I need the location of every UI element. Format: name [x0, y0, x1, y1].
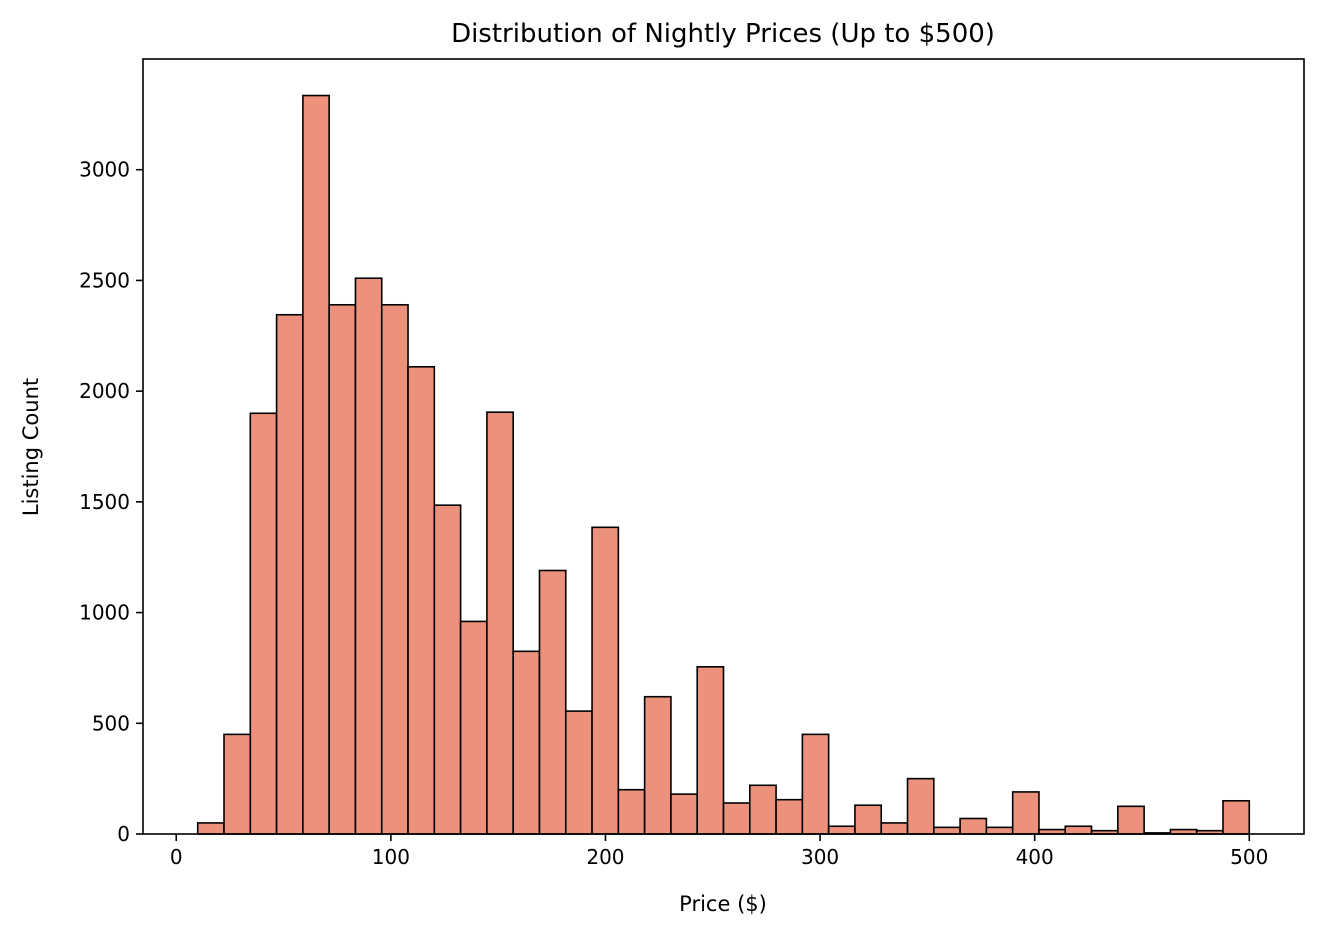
histogram-bar	[775, 798, 804, 835]
plot-frame	[142, 58, 1305, 835]
histogram-bar	[538, 569, 567, 835]
y-axis-label: Listing Count	[19, 378, 43, 516]
x-tick-label: 400	[1016, 845, 1054, 869]
x-axis-label: Price ($)	[679, 892, 767, 916]
y-tick-label: 1000	[79, 601, 130, 625]
histogram-bar	[670, 793, 699, 835]
y-tick-label: 1500	[79, 490, 130, 514]
histogram-bar	[196, 822, 225, 835]
y-tick-label: 500	[92, 711, 130, 735]
histogram-bar	[1117, 805, 1145, 835]
x-tick-label: 300	[801, 845, 839, 869]
histogram-bar	[933, 826, 961, 835]
histogram-bar	[854, 804, 883, 835]
histogram-bar	[459, 620, 488, 835]
bars-group	[196, 94, 1251, 835]
histogram-bar	[1222, 799, 1251, 835]
x-tick-label: 500	[1230, 845, 1268, 869]
y-axis-ticks: 0 500 1000 1500 2000 2500 3000	[79, 158, 143, 846]
histogram-bar	[696, 666, 725, 835]
histogram-bar	[433, 504, 462, 835]
histogram-bar	[985, 826, 1014, 835]
histogram-bar	[486, 411, 514, 835]
histogram-bar	[328, 303, 357, 835]
histogram-bar	[512, 650, 541, 835]
histogram-bar	[880, 822, 909, 835]
histogram-bar	[591, 526, 620, 835]
histogram-bar	[223, 733, 252, 835]
histogram-bar	[1064, 825, 1093, 835]
y-tick-label: 2000	[79, 379, 130, 403]
x-tick-label: 200	[586, 845, 624, 869]
histogram-bar	[722, 802, 751, 835]
y-tick-label: 2500	[79, 268, 130, 292]
x-axis-ticks: 0 100 200 300 400 500	[170, 834, 1268, 869]
histogram-bar	[906, 777, 935, 835]
y-tick-label: 3000	[79, 158, 130, 182]
chart-title: Distribution of Nightly Prices (Up to $5…	[451, 19, 995, 49]
histogram-bar	[748, 784, 777, 835]
histogram-bar	[617, 788, 646, 835]
histogram-bar	[249, 412, 278, 835]
histogram-bar	[801, 733, 830, 835]
histogram-bar	[564, 710, 593, 835]
histogram-bar	[354, 277, 383, 835]
histogram-bar	[275, 313, 304, 835]
histogram-bar	[959, 817, 988, 835]
y-tick-label: 0	[117, 822, 130, 846]
histogram-bar	[380, 303, 409, 835]
x-tick-label: 100	[372, 845, 410, 869]
histogram-bar	[643, 695, 672, 835]
x-tick-label: 0	[170, 845, 183, 869]
histogram-bar	[1011, 791, 1040, 835]
histogram-bar	[407, 365, 436, 835]
histogram-bar	[827, 825, 856, 835]
histogram-bar	[302, 94, 330, 835]
